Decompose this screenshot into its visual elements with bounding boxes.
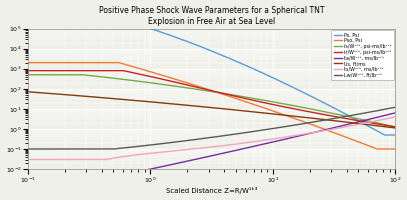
Us, ft/ms (239, 109, 244, 112)
Pso, Psi (393, 148, 398, 150)
Lw/W¹ᐟ³, ft/lb¹ᐟ³ (342, 116, 347, 118)
Ps, Psi (248, 67, 253, 69)
Line: Pso, Psi: Pso, Psi (28, 63, 395, 149)
ts/W¹ᐟ³, ms/lb¹ᐟ³ (260, 139, 265, 142)
ta/W¹ᐟ³, ms/lb¹ᐟ³ (260, 143, 265, 146)
Pso, Psi (48, 61, 53, 64)
ir/W¹ᐟ³, psi-ms/lb¹ᐟ³ (48, 69, 53, 72)
ts/W¹ᐟ³, ms/lb¹ᐟ³ (304, 133, 309, 135)
is/W¹ᐟ³, psi-ms/lb¹ᐟ³ (260, 99, 265, 101)
Us, ft/ms (260, 112, 265, 114)
Us, ft/ms (304, 116, 309, 119)
ta/W¹ᐟ³, ms/lb¹ᐟ³ (304, 133, 309, 135)
Pso, Psi (25, 61, 30, 64)
ts/W¹ᐟ³, ms/lb¹ᐟ³ (342, 126, 347, 128)
Lw/W¹ᐟ³, ft/lb¹ᐟ³ (393, 106, 398, 108)
Us, ft/ms (48, 92, 53, 95)
Lw/W¹ᐟ³, ft/lb¹ᐟ³ (48, 148, 53, 150)
Ps, Psi (393, 134, 398, 136)
Line: Lw/W¹ᐟ³, ft/lb¹ᐟ³: Lw/W¹ᐟ³, ft/lb¹ᐟ³ (28, 107, 395, 149)
Ps, Psi (260, 71, 265, 74)
ta/W¹ᐟ³, ms/lb¹ᐟ³ (25, 174, 30, 176)
Lw/W¹ᐟ³, ft/lb¹ᐟ³ (248, 131, 253, 133)
ir/W¹ᐟ³, psi-ms/lb¹ᐟ³ (393, 126, 398, 128)
Ps, Psi (25, 18, 30, 20)
Line: ts/W¹ᐟ³, ms/lb¹ᐟ³: ts/W¹ᐟ³, ms/lb¹ᐟ³ (28, 117, 395, 160)
is/W¹ᐟ³, psi-ms/lb¹ᐟ³ (239, 95, 244, 98)
ir/W¹ᐟ³, psi-ms/lb¹ᐟ³ (239, 96, 244, 99)
is/W¹ᐟ³, psi-ms/lb¹ᐟ³ (248, 97, 253, 99)
is/W¹ᐟ³, psi-ms/lb¹ᐟ³ (48, 74, 53, 76)
Legend: Ps, Psi, Pso, Psi, is/W¹ᐟ³, psi-ms/lb¹ᐟ³, ir/W¹ᐟ³, psi-ms/lb¹ᐟ³, ta/W¹ᐟ³, ms/lb¹: Ps, Psi, Pso, Psi, is/W¹ᐟ³, psi-ms/lb¹ᐟ³… (331, 30, 394, 80)
Ps, Psi (304, 93, 309, 95)
Title: Positive Phase Shock Wave Parameters for a Spherical TNT
Explosion in Free Air a: Positive Phase Shock Wave Parameters for… (99, 6, 324, 26)
X-axis label: Scaled Distance Z=R/W¹ᵏ³: Scaled Distance Z=R/W¹ᵏ³ (166, 187, 257, 194)
Pso, Psi (248, 102, 253, 105)
ir/W¹ᐟ³, psi-ms/lb¹ᐟ³ (248, 99, 253, 101)
Lw/W¹ᐟ³, ft/lb¹ᐟ³ (239, 132, 244, 134)
Line: is/W¹ᐟ³, psi-ms/lb¹ᐟ³: is/W¹ᐟ³, psi-ms/lb¹ᐟ³ (28, 75, 395, 127)
is/W¹ᐟ³, psi-ms/lb¹ᐟ³ (342, 115, 347, 117)
Pso, Psi (342, 135, 347, 138)
Pso, Psi (239, 99, 244, 101)
ir/W¹ᐟ³, psi-ms/lb¹ᐟ³ (304, 110, 309, 112)
Lw/W¹ᐟ³, ft/lb¹ᐟ³ (260, 129, 265, 131)
ta/W¹ᐟ³, ms/lb¹ᐟ³ (342, 124, 347, 126)
ir/W¹ᐟ³, psi-ms/lb¹ᐟ³ (260, 101, 265, 103)
Pso, Psi (304, 122, 309, 124)
is/W¹ᐟ³, psi-ms/lb¹ᐟ³ (25, 74, 30, 76)
Us, ft/ms (393, 127, 398, 129)
Line: ir/W¹ᐟ³, psi-ms/lb¹ᐟ³: ir/W¹ᐟ³, psi-ms/lb¹ᐟ³ (28, 71, 395, 127)
Lw/W¹ᐟ³, ft/lb¹ᐟ³ (25, 148, 30, 150)
ts/W¹ᐟ³, ms/lb¹ᐟ³ (25, 158, 30, 161)
ts/W¹ᐟ³, ms/lb¹ᐟ³ (239, 142, 244, 145)
Us, ft/ms (25, 91, 30, 93)
ta/W¹ᐟ³, ms/lb¹ᐟ³ (393, 112, 398, 114)
is/W¹ᐟ³, psi-ms/lb¹ᐟ³ (304, 107, 309, 109)
ts/W¹ᐟ³, ms/lb¹ᐟ³ (393, 116, 398, 118)
Ps, Psi (342, 112, 347, 115)
Ps, Psi (382, 134, 387, 136)
Line: Ps, Psi: Ps, Psi (28, 19, 395, 135)
ir/W¹ᐟ³, psi-ms/lb¹ᐟ³ (342, 117, 347, 119)
Pso, Psi (260, 106, 265, 108)
Pso, Psi (375, 148, 380, 150)
ts/W¹ᐟ³, ms/lb¹ᐟ³ (248, 141, 253, 143)
Ps, Psi (239, 62, 244, 65)
Us, ft/ms (248, 110, 253, 113)
Lw/W¹ᐟ³, ft/lb¹ᐟ³ (304, 122, 309, 124)
ta/W¹ᐟ³, ms/lb¹ᐟ³ (48, 174, 53, 176)
Ps, Psi (48, 18, 53, 20)
ta/W¹ᐟ³, ms/lb¹ᐟ³ (248, 146, 253, 148)
ta/W¹ᐟ³, ms/lb¹ᐟ³ (239, 148, 244, 150)
Line: ta/W¹ᐟ³, ms/lb¹ᐟ³: ta/W¹ᐟ³, ms/lb¹ᐟ³ (28, 113, 395, 175)
Us, ft/ms (342, 121, 347, 123)
ir/W¹ᐟ³, psi-ms/lb¹ᐟ³ (25, 69, 30, 72)
Line: Us, ft/ms: Us, ft/ms (28, 92, 395, 128)
ts/W¹ᐟ³, ms/lb¹ᐟ³ (48, 158, 53, 161)
is/W¹ᐟ³, psi-ms/lb¹ᐟ³ (393, 126, 398, 128)
